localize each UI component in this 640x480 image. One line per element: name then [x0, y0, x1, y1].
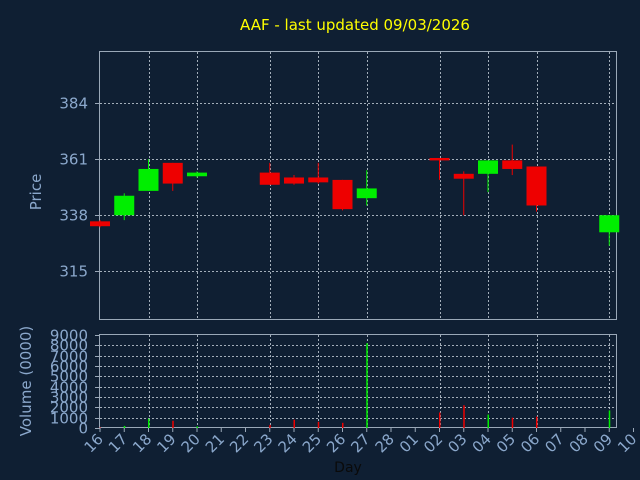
- volume-tick-label: 3000: [50, 389, 88, 407]
- x-tick-label: 28: [372, 430, 398, 456]
- candle-body: [114, 195, 135, 216]
- volume-plot-frame: [99, 334, 617, 428]
- volume-bar: [269, 424, 271, 428]
- x-tick-label: 20: [178, 430, 204, 456]
- candle-body: [259, 172, 280, 185]
- x-tick-label: 27: [347, 430, 373, 456]
- candle-body: [599, 215, 620, 233]
- volume-bar: [342, 422, 344, 428]
- volume-bar: [439, 412, 441, 428]
- volume-tick-label: 7000: [50, 348, 88, 366]
- x-axis-ticks: 1617181920212223242526272801020304050607…: [81, 428, 640, 456]
- candle-body: [162, 162, 183, 184]
- volume-bar: [123, 425, 126, 428]
- x-tick-label: 25: [299, 430, 325, 456]
- candle-body: [187, 172, 207, 177]
- chart-title: AAF - last updated 09/03/2026: [240, 16, 470, 34]
- volume-tick-label: 2000: [50, 399, 88, 417]
- volume-bar: [317, 421, 320, 428]
- price-panel: 315 338 361 384: [59, 51, 620, 320]
- volume-bar: [511, 417, 514, 428]
- volume-tick-label: 1000: [50, 410, 88, 428]
- candle-body: [429, 157, 450, 161]
- x-tick-label: 21: [202, 430, 228, 456]
- x-tick-label: 17: [105, 430, 131, 456]
- x-axis-label: Day: [334, 460, 362, 476]
- volume-grid: [100, 335, 616, 428]
- price-axis-label: Price: [27, 174, 45, 211]
- x-tick-label: 08: [566, 430, 592, 456]
- candle-body: [478, 160, 498, 174]
- candle-body: [356, 188, 377, 199]
- volume-bar: [148, 418, 150, 428]
- x-tick-label: 19: [153, 430, 179, 456]
- x-tick-label: 01: [396, 430, 422, 456]
- x-tick-label: 06: [517, 430, 543, 456]
- x-tick-label: 22: [226, 430, 252, 456]
- price-tick-label: 338: [59, 207, 88, 225]
- volume-bar: [536, 416, 538, 428]
- volume-tick-label: 6000: [50, 358, 88, 376]
- volume-bar: [463, 405, 465, 428]
- price-plot-frame: [99, 51, 617, 320]
- x-tick-label: 07: [541, 430, 567, 456]
- x-tick-label: 23: [250, 430, 276, 456]
- price-tick-label: 384: [59, 95, 88, 113]
- volume-bar: [487, 414, 489, 428]
- price-grid: [100, 52, 616, 320]
- candle-body: [332, 179, 353, 210]
- candle-body: [308, 177, 329, 183]
- volume-bars: [99, 343, 611, 428]
- price-tick-label: 315: [59, 263, 88, 281]
- candles: [90, 144, 620, 246]
- price-y-ticks: 315 338 361 384: [59, 95, 100, 281]
- candle-body: [502, 160, 523, 169]
- x-tick-label: 26: [323, 430, 349, 456]
- candle-body: [138, 168, 159, 191]
- candle-body: [284, 177, 304, 184]
- candle-body: [90, 221, 110, 227]
- volume-axis-label: Volume (0000): [17, 326, 35, 436]
- x-tick-label: 09: [590, 430, 616, 456]
- volume-tick-label: 0: [78, 420, 88, 438]
- x-tick-label: 05: [493, 430, 519, 456]
- volume-tick-label: 5000: [50, 368, 88, 386]
- volume-tick-label: 4000: [50, 379, 88, 397]
- volume-bar: [293, 419, 295, 428]
- volume-tick-label: 8000: [50, 337, 88, 355]
- price-tick-label: 361: [59, 151, 88, 169]
- volume-bar: [366, 343, 368, 428]
- x-tick-label: 04: [469, 430, 495, 456]
- x-tick-label: 24: [275, 430, 301, 456]
- x-tick-label: 02: [420, 430, 446, 456]
- volume-bar: [196, 426, 198, 428]
- candle-body: [526, 166, 547, 206]
- volume-bar: [99, 427, 101, 428]
- x-tick-label: 10: [614, 430, 640, 456]
- x-tick-label: 18: [129, 430, 155, 456]
- volume-tick-label: 9000: [50, 327, 88, 345]
- volume-bar: [172, 420, 174, 428]
- candle-body: [453, 173, 474, 179]
- volume-bar: [608, 410, 611, 428]
- x-tick-label: 03: [444, 430, 470, 456]
